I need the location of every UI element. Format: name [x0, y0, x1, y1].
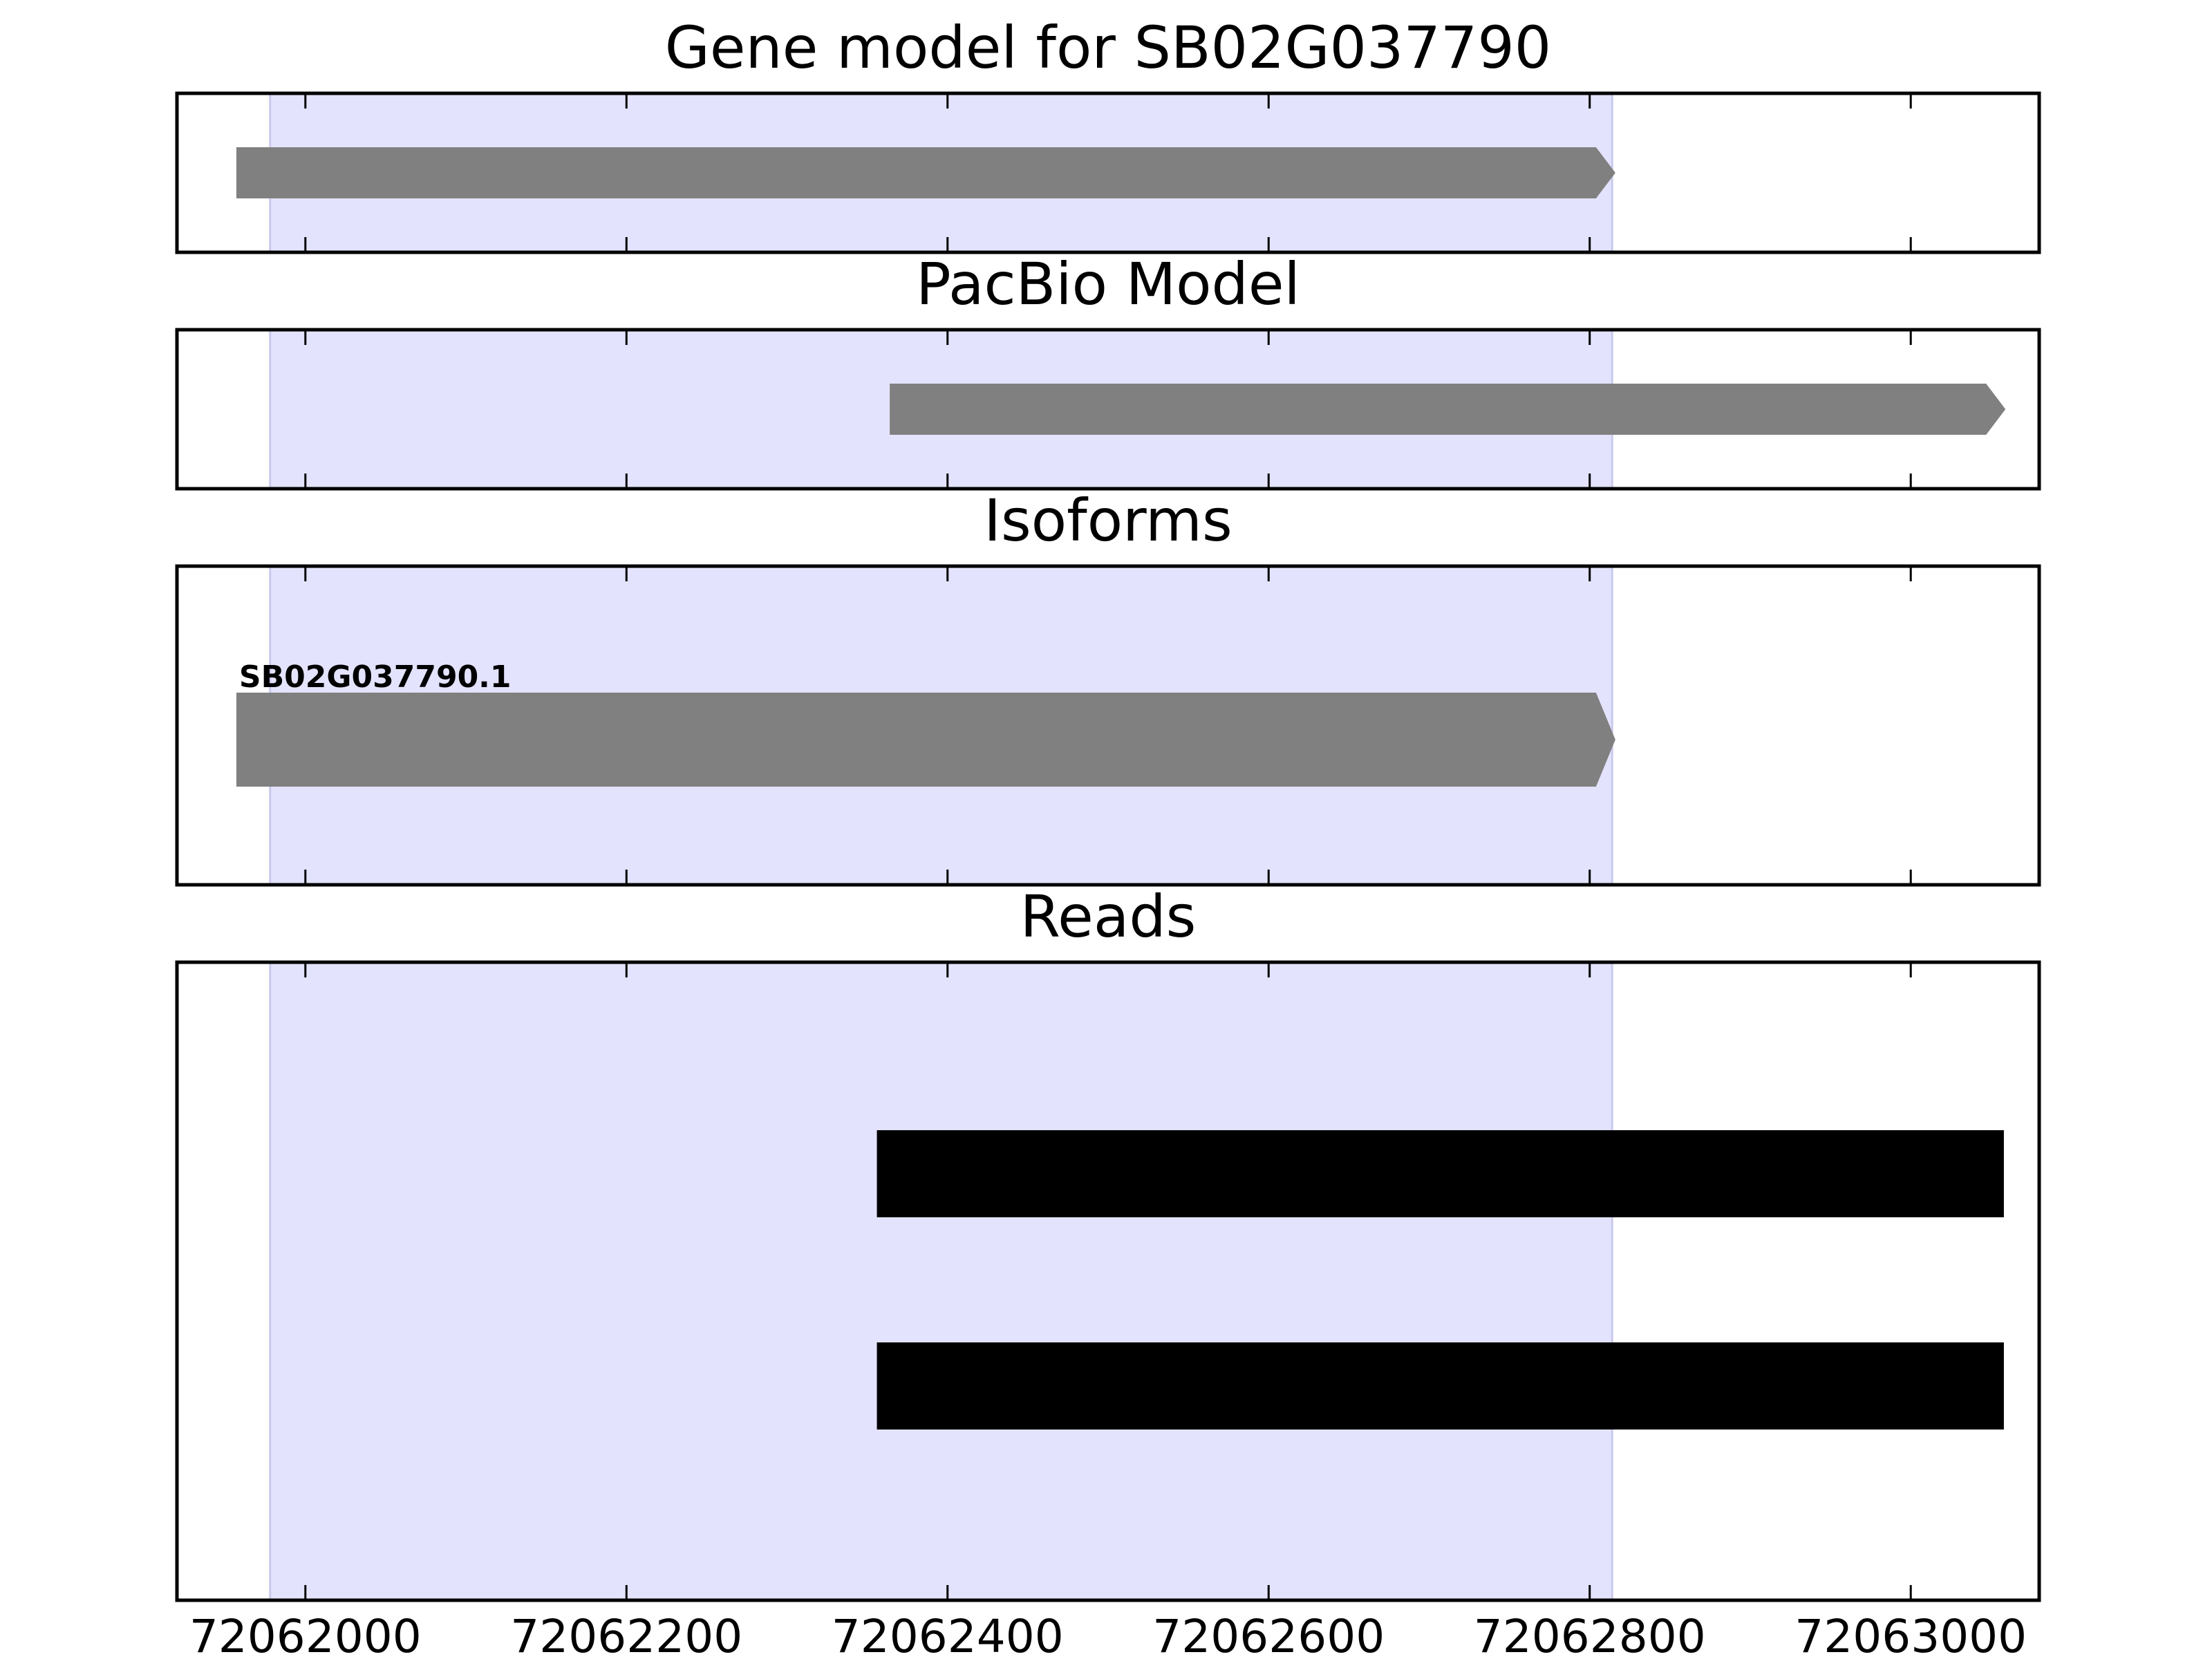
x-axis: 72062000 72062200 72062400 72062600 72062800…	[189, 1610, 2027, 1659]
gene-model-feature-0	[236, 147, 1615, 198]
x-tick-label-1: 72062200	[510, 1610, 742, 1659]
pacbio-model-title: PacBio Model	[916, 250, 1300, 318]
isoforms-panel: Isoforms SB02G037790.1	[175, 487, 2041, 887]
reads-frame	[175, 960, 2041, 1602]
x-tick-label-0: 72062000	[189, 1610, 422, 1659]
reads-feature-0	[877, 1130, 2004, 1217]
gene-model-panel: Gene model for SB02G037790	[175, 14, 2041, 254]
isoforms-feature-0	[236, 693, 1615, 787]
pacbio-model-feature-0	[890, 384, 2006, 435]
reads-title: Reads	[1020, 883, 1197, 950]
panels-layer: Gene model for SB02G037790 PacBio Model Is…	[175, 14, 2041, 1602]
reads-panel: Reads	[175, 883, 2041, 1602]
pacbio-model-frame	[175, 328, 2041, 491]
gene-model-title: Gene model for SB02G037790	[665, 14, 1551, 82]
gene-model-frame	[175, 91, 2041, 254]
x-tick-label-2: 72062400	[832, 1610, 1064, 1659]
isoforms-feature-label-0: SB02G037790.1	[239, 659, 512, 695]
isoforms-frame	[175, 564, 2041, 887]
isoforms-title: Isoforms	[984, 487, 1232, 554]
pacbio-model-panel: PacBio Model	[175, 250, 2041, 491]
reads-feature-1	[877, 1342, 2004, 1430]
x-tick-label-3: 72062600	[1152, 1610, 1385, 1659]
reads-highlight-region	[270, 962, 1613, 1600]
x-tick-label-4: 72062800	[1474, 1610, 1706, 1659]
x-tick-label-5: 72063000	[1794, 1610, 2027, 1659]
